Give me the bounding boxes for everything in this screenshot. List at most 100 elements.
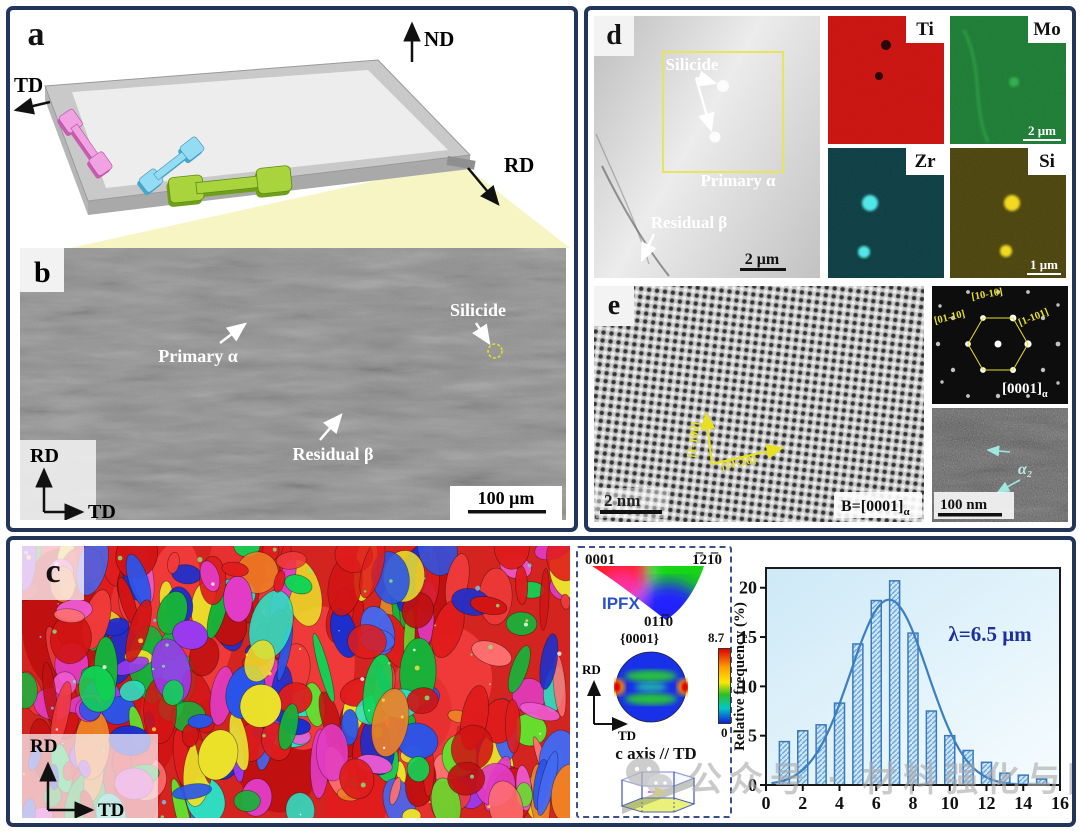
- primary-alpha-label: Primary α: [158, 346, 238, 366]
- residual-beta-arrow: [319, 413, 343, 441]
- eds-map-si: Si 1 μm: [950, 148, 1066, 278]
- panel-de-frame: Silicide Primary α Residual β 2 μm d Ti: [584, 6, 1076, 532]
- panel-e-hrtem-image: [1-100] [11-20] 2 nm B=[0001]α e: [594, 286, 924, 522]
- diff-spot-label-1: [01-10]: [933, 309, 966, 327]
- x-tick-label: 4: [835, 793, 844, 813]
- pole-0001-label: 0001: [585, 552, 615, 568]
- diff-spot-label-2: [10-10]: [971, 287, 1004, 303]
- dark-scalebar: [938, 513, 1002, 517]
- nd-axis-label: ND: [424, 27, 454, 51]
- eds-si-text: Si: [1039, 150, 1055, 172]
- histogram-bar: [815, 724, 827, 786]
- y-tick-label: 10: [739, 676, 757, 696]
- eds-map-zr: Zr: [828, 148, 944, 278]
- histogram-bar: [907, 632, 919, 786]
- e-scalebar: [600, 510, 662, 514]
- diffraction-pattern-image: [01-10] [10-10] [1-101] [0001]α: [932, 286, 1068, 404]
- x-tick-label: 0: [762, 793, 771, 813]
- x-tick-label: 6: [872, 793, 881, 813]
- panel-c-axes: RD TD: [30, 736, 124, 818]
- panel-a-letter: a: [27, 16, 45, 53]
- sem-texture: b Primary α Silicide Residual β RD TD 10…: [20, 248, 566, 520]
- grain-size-chart: 0 2 4 6 8 10 12 14 16 0 5 10 15 20 Relative frequency …: [732, 544, 1072, 820]
- panel-b-label: b: [34, 256, 51, 289]
- diffraction-overlay: [01-10] [10-10] [1-101] [0001]α: [933, 287, 1061, 400]
- fit-curve: [771, 598, 1055, 787]
- panel-d-tem-image: Silicide Primary α Residual β 2 μm d: [594, 16, 820, 278]
- panel-a: ND TD RD a: [10, 10, 574, 248]
- eds-mo-label: Mo: [1028, 16, 1066, 43]
- c-axis-note: c axis // TD: [615, 744, 697, 763]
- specimen-gray: [446, 156, 476, 170]
- colorbar: [718, 648, 731, 724]
- zone-axis-label: [0001]α: [1002, 381, 1048, 400]
- eds-mo-scale-text: 2 μm: [1028, 122, 1056, 138]
- silicide-label: Silicide: [450, 300, 506, 320]
- direction-label-up: [1-100]: [684, 421, 702, 458]
- hexagonal-prism-icon: [620, 771, 696, 814]
- pole-1210-label: 1̅21̅0: [692, 552, 722, 568]
- x-tick-label: 2: [798, 793, 807, 813]
- y-tick-label: 20: [739, 578, 757, 598]
- rd-axis-label: RD: [504, 153, 534, 177]
- grain-size-histogram: 0 2 4 6 8 10 12 14 16 0 5 10 15 20 Relative frequency …: [732, 567, 1069, 813]
- hexagon-outline: [967, 317, 1029, 371]
- silicide-arrow: [472, 322, 491, 346]
- e-scalebar-label: 2 nm: [604, 491, 640, 510]
- x-tick-label: 10: [941, 793, 959, 813]
- panel-c-rd-label: RD: [30, 736, 57, 757]
- panel-c-label-box: [22, 546, 84, 600]
- ipf-color-triangle: [592, 566, 704, 620]
- ipfx-label: IPFX: [602, 594, 640, 613]
- direction-label-right: [11-20]: [720, 452, 757, 473]
- pole-figure-axes: RD TD: [582, 662, 636, 743]
- direction-arrow-up: [700, 411, 716, 465]
- pole-0110-label: 011̅0: [644, 614, 674, 630]
- panel-c-label: c: [28, 548, 78, 596]
- colorbar-max-label: 8.7: [708, 630, 725, 645]
- histogram-bar: [980, 761, 993, 786]
- histogram-bar: [962, 749, 974, 786]
- x-tick-label: 14: [1014, 793, 1032, 813]
- silicide-particle-2: [709, 131, 721, 143]
- eds-map-ti: Ti: [828, 16, 944, 144]
- y-tick-label: 15: [739, 627, 757, 647]
- eds-si-scale-text: 1 μm: [1030, 256, 1058, 272]
- td-axis-arrow: [13, 97, 51, 115]
- primary-alpha-arrow: [219, 322, 247, 344]
- alpha2-arrow-1: [986, 445, 1011, 457]
- eds-zr-label: Zr: [906, 148, 944, 175]
- panel-b-scalebar: [468, 510, 546, 514]
- dark-scalebar-label: 100 nm: [940, 497, 988, 513]
- eds-si-scalebar: 1 μm: [1027, 256, 1061, 275]
- panel-d-label: d: [594, 16, 634, 56]
- silicide-circle: [487, 343, 503, 359]
- td-axis-label: TD: [14, 73, 43, 97]
- d-silicide-arrow-1: [695, 70, 718, 87]
- eds-mo-scalebar: 2 μm: [1023, 122, 1061, 141]
- panel-c-ebsd-map: c RD TD: [22, 546, 570, 818]
- d-scalebar-label: 2 μm: [745, 251, 780, 268]
- panel-b-rd-label: RD: [30, 445, 59, 467]
- pf-td-label: TD: [618, 728, 636, 743]
- eds-si-label: Si: [1028, 148, 1066, 175]
- pole-figure-image: [614, 651, 688, 723]
- eds-ti-label: Ti: [906, 16, 944, 43]
- y-tick-label: 0: [748, 775, 757, 795]
- rd-axis-arrow: [467, 167, 500, 206]
- histogram-bar: [870, 599, 882, 786]
- d-primary-alpha-label: Primary α: [700, 171, 776, 190]
- eds-zr-text: Zr: [914, 150, 936, 172]
- panel-b-sem-image: b Primary α Silicide Residual β RD TD 10…: [20, 248, 566, 520]
- x-tick-label: 12: [978, 793, 996, 813]
- direction-arrow-right: [711, 443, 785, 466]
- d-residual-beta-label: Residual β: [651, 213, 728, 232]
- roi-box: [662, 51, 784, 173]
- panel-c-letter: c: [45, 553, 61, 590]
- eds-mo-text: Mo: [1033, 18, 1061, 40]
- eds-ti-text: Ti: [916, 18, 934, 40]
- histogram-bar: [797, 730, 809, 786]
- panel-c-td-label: TD: [98, 800, 124, 818]
- lambda-annotation: λ=6.5 μm: [948, 622, 1032, 646]
